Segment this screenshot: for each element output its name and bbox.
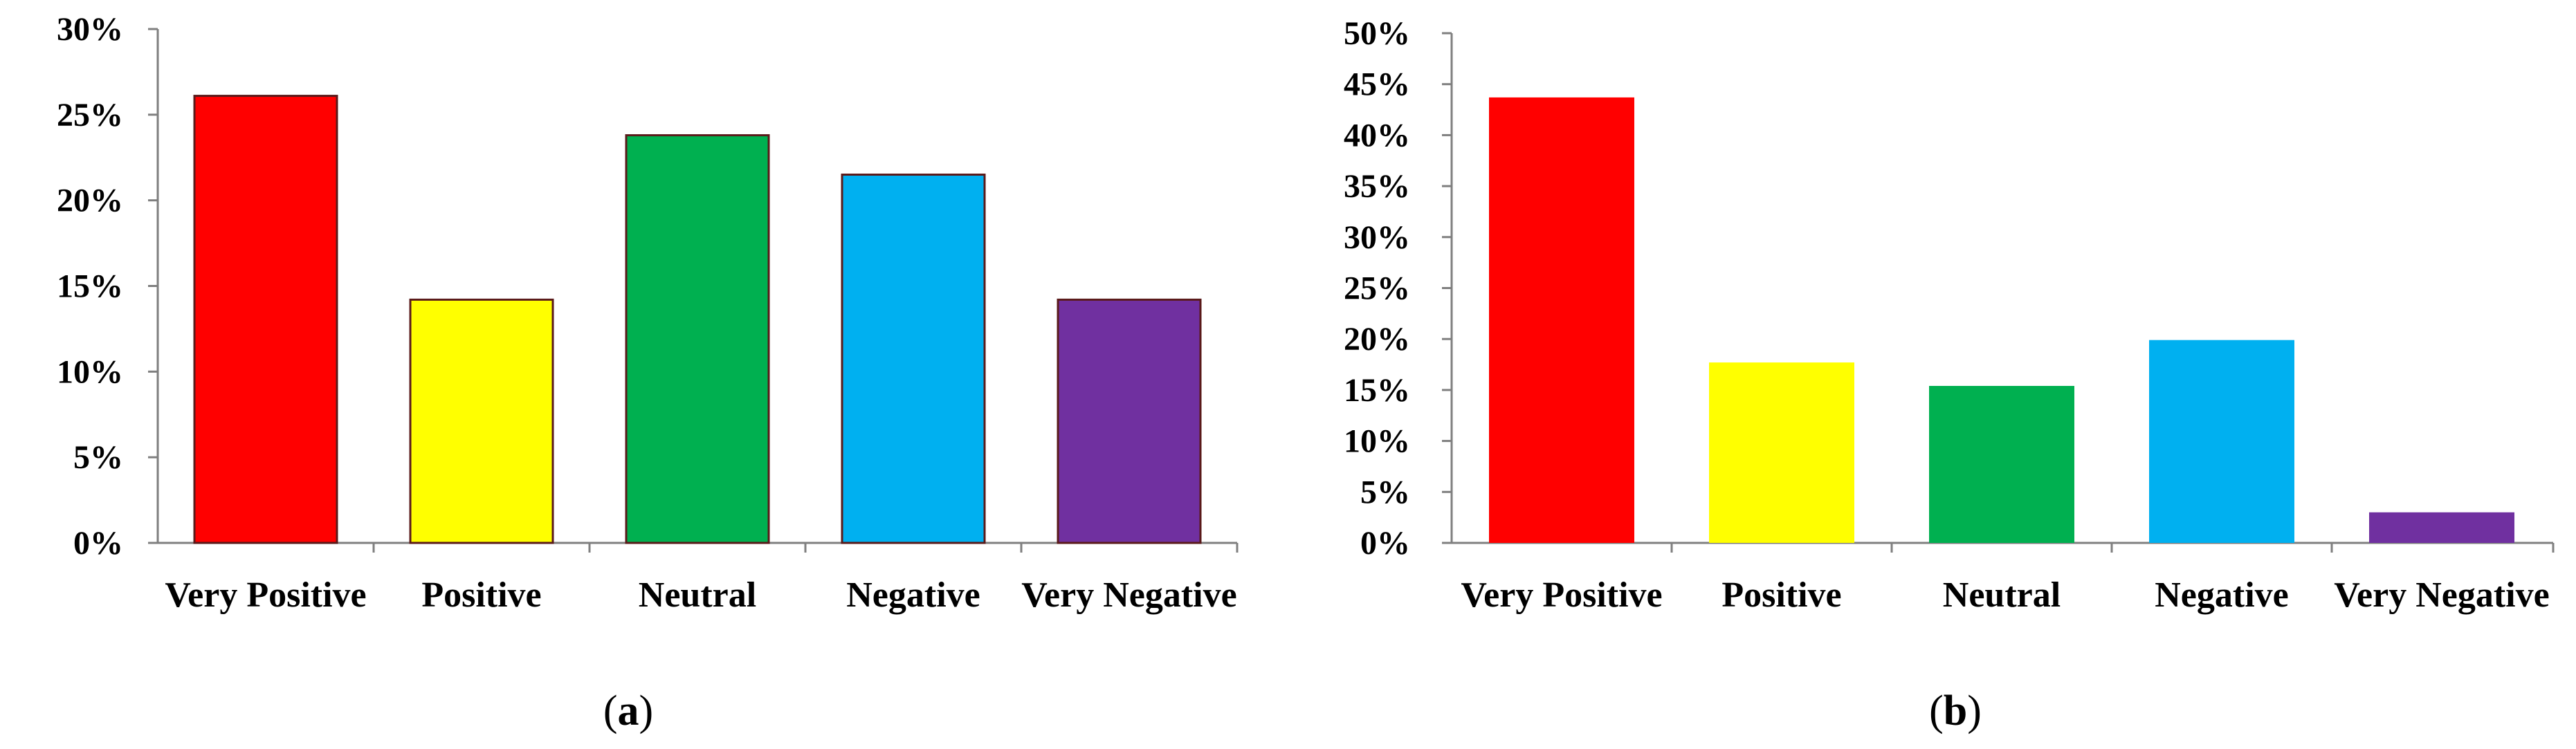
bar-very-positive xyxy=(1489,97,1634,543)
y-tick-label: 20% xyxy=(1344,321,1410,358)
y-tick-label: 30% xyxy=(57,11,123,48)
y-tick-label: 30% xyxy=(1344,219,1410,256)
y-tick-label: 15% xyxy=(1344,372,1410,409)
y-tick-label: 20% xyxy=(57,183,123,219)
bar-negative xyxy=(841,174,986,544)
x-category-label: Very Positive xyxy=(165,575,366,615)
bar-positive xyxy=(409,298,554,544)
y-tick-label: 25% xyxy=(1344,270,1410,307)
y-tick-label: 15% xyxy=(57,268,123,305)
x-category-label: Positive xyxy=(421,575,541,615)
bar-neutral xyxy=(1929,386,2074,543)
bar-negative xyxy=(2149,340,2294,543)
y-tick-label: 5% xyxy=(1360,474,1410,510)
x-category-label: Very Negative xyxy=(1021,575,1236,615)
x-category-label: Negative xyxy=(846,575,980,615)
y-tick-label: 0% xyxy=(1360,525,1410,562)
y-tick-label: 5% xyxy=(73,439,123,476)
y-tick-label: 10% xyxy=(57,353,123,390)
x-category-label: Very Negative xyxy=(2334,575,2549,615)
x-category-label: Positive xyxy=(1721,575,1841,615)
bar-very-positive xyxy=(193,95,338,544)
x-category-label: Neutral xyxy=(1943,575,2061,615)
x-category-label: Negative xyxy=(2155,575,2288,615)
bar-very-negative xyxy=(2369,512,2514,543)
bar-neutral xyxy=(625,134,770,544)
bar-very-negative xyxy=(1057,298,1202,544)
y-tick-label: 45% xyxy=(1344,66,1410,103)
bar-positive xyxy=(1709,362,1854,543)
y-tick-label: 0% xyxy=(73,525,123,562)
x-category-label: Very Positive xyxy=(1461,575,1662,615)
panel-label: (a) xyxy=(603,687,653,734)
chart-b: 0% 5% 10% 15% 20% 25% 30% 35% 40% 45% 50% Very Posi… xyxy=(1344,15,2555,734)
chart-a: 0% 5% 10% 15% 20% 25% 30% Very Positive Positive… xyxy=(57,11,1239,734)
x-category-label: Neutral xyxy=(639,575,756,615)
y-tick-label: 40% xyxy=(1344,117,1410,154)
y-tick-label: 10% xyxy=(1344,423,1410,460)
y-tick-label: 50% xyxy=(1344,15,1410,52)
y-tick-label: 25% xyxy=(57,97,123,133)
y-tick-label: 35% xyxy=(1344,168,1410,205)
panel-label: (b) xyxy=(1929,687,1982,734)
